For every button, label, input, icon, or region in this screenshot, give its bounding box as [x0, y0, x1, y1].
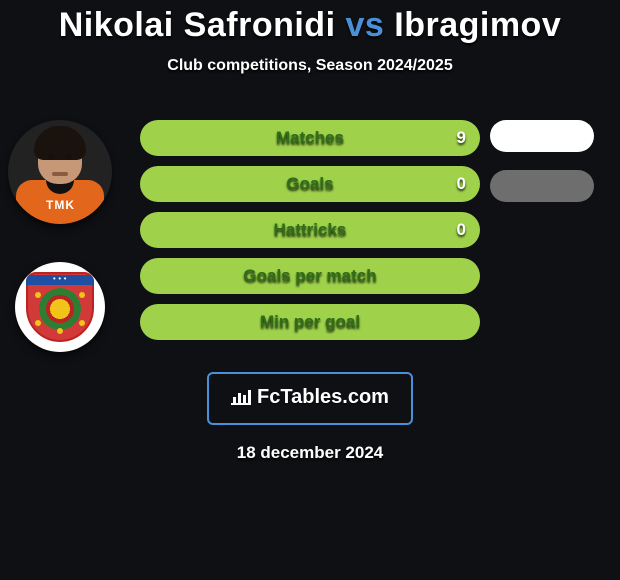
- stat-row-goals-per-match: Goals per match: [140, 258, 480, 294]
- stat-label: Goals: [286, 174, 333, 194]
- player1-name: Nikolai Safronidi: [59, 6, 336, 44]
- player1-avatar: TMK: [8, 120, 112, 224]
- bubble-goals: [490, 170, 594, 202]
- comparison-title: Nikolai Safronidi vs Ibragimov: [0, 0, 620, 45]
- stat-label: Min per goal: [260, 312, 360, 332]
- player2-club-crest: • • •: [15, 262, 105, 352]
- stat-row-hattricks: Hattricks 0: [140, 212, 480, 248]
- crest-emblem: [39, 288, 81, 330]
- stat-label: Matches: [276, 128, 344, 148]
- vs-text: vs: [345, 6, 384, 44]
- stat-value: 9: [457, 128, 466, 148]
- subtitle: Club competitions, Season 2024/2025: [0, 57, 620, 75]
- player1-shirt-badge: TMK: [46, 198, 75, 212]
- stat-row-goals: Goals 0: [140, 166, 480, 202]
- stat-bar: Goals 0: [140, 166, 480, 202]
- stat-bar: Goals per match: [140, 258, 480, 294]
- crest-band: • • •: [26, 275, 94, 285]
- stat-bars: Matches 9 Goals 0 Hattricks 0 Goals per …: [140, 120, 480, 350]
- stat-bar: Matches 9: [140, 120, 480, 156]
- stat-row-min-per-goal: Min per goal: [140, 304, 480, 340]
- avatar-column: TMK • • •: [8, 120, 118, 352]
- stat-value: 0: [457, 220, 466, 240]
- stat-bar: Min per goal: [140, 304, 480, 340]
- branding-text: FcTables.com: [257, 386, 389, 408]
- stat-label: Hattricks: [274, 220, 347, 240]
- stat-value: 0: [457, 174, 466, 194]
- footer: FcTables.com 18 december 2024: [0, 372, 620, 463]
- branding-badge: FcTables.com: [207, 372, 413, 425]
- stat-label: Goals per match: [243, 266, 376, 286]
- bubble-matches: [490, 120, 594, 152]
- comparison-bubbles: [490, 120, 612, 220]
- chart-icon: [231, 388, 251, 411]
- stat-row-matches: Matches 9: [140, 120, 480, 156]
- date-text: 18 december 2024: [0, 443, 620, 463]
- stat-bar: Hattricks 0: [140, 212, 480, 248]
- player2-name: Ibragimov: [394, 6, 561, 44]
